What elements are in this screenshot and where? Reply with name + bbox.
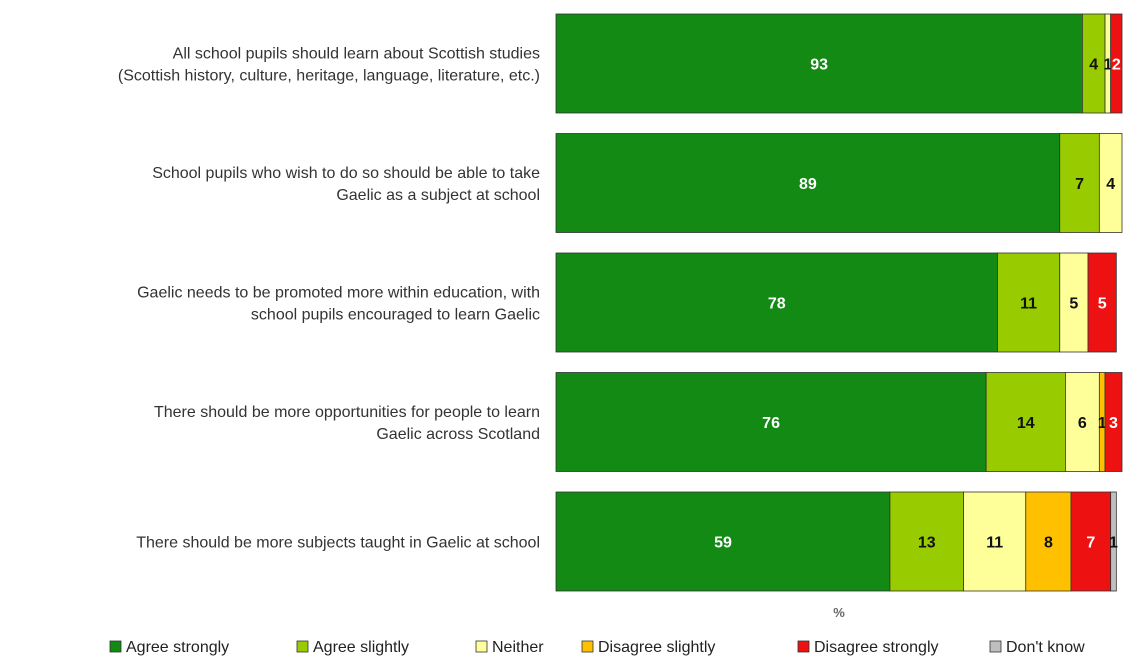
bar-segment: [555, 372, 987, 472]
legend-swatch: [296, 640, 309, 653]
bar-segment: [1059, 133, 1100, 233]
data-label: 7: [1086, 535, 1095, 552]
data-label: 76: [762, 415, 780, 432]
category-label: school pupils encouraged to learn Gaelic: [251, 307, 540, 324]
bar-segment: [1098, 133, 1123, 233]
data-label: 11: [986, 535, 1003, 552]
category-label: School pupils who wish to do so should b…: [152, 165, 540, 182]
bar-row-2: 89 7 4: [555, 133, 1123, 233]
legend-label: Agree strongly: [126, 639, 229, 656]
bar-segment: [555, 252, 998, 353]
data-label: 13: [918, 535, 936, 552]
data-label: 89: [799, 176, 817, 193]
legend-swatch: [475, 640, 488, 653]
category-label: All school pupils should learn about Sco…: [173, 46, 540, 63]
bar-segment: [555, 13, 1083, 114]
bar-row-1: 93 4 1 2: [555, 13, 1123, 114]
data-label: 59: [714, 535, 732, 552]
bar-segment: [555, 491, 891, 592]
data-label: 1: [1109, 535, 1118, 552]
legend-swatch: [797, 640, 810, 653]
category-labels: All school pupils should learn about Sco…: [118, 46, 540, 552]
data-label: 3: [1109, 415, 1118, 432]
data-label: 4: [1106, 176, 1115, 193]
data-label: 1: [1103, 57, 1112, 74]
data-label: 5: [1098, 296, 1107, 313]
data-label: 14: [1017, 415, 1035, 432]
data-label: 7: [1075, 176, 1084, 193]
data-label: 2: [1112, 57, 1121, 74]
category-label: Gaelic needs to be promoted more within …: [137, 285, 540, 302]
category-label: (Scottish history, culture, heritage, la…: [118, 68, 540, 85]
category-label: There should be more subjects taught in …: [136, 535, 540, 552]
bar-segment: [1110, 491, 1117, 592]
bar-row-3: 78 11 5 5: [555, 252, 1117, 353]
legend-swatch: [989, 640, 1002, 653]
category-label: Gaelic as a subject at school: [336, 187, 540, 204]
bar-segment: [1065, 372, 1100, 472]
data-label: 8: [1044, 535, 1053, 552]
bar-segment: [1070, 491, 1112, 592]
legend-label: Neither: [492, 639, 544, 656]
data-label: 1: [1098, 415, 1107, 432]
legend-label: Disagree strongly: [814, 639, 939, 656]
legend-item: Don't know: [989, 639, 1085, 656]
x-axis-unit-label: %: [833, 605, 845, 620]
data-label: 4: [1089, 57, 1098, 74]
bar-segment: [889, 491, 964, 592]
legend-label: Disagree slightly: [598, 639, 715, 656]
data-label: 6: [1078, 415, 1087, 432]
legend: Agree strongly Agree slightly Neither Disag…: [109, 639, 1085, 656]
legend-item: Agree strongly: [109, 639, 229, 656]
data-label: 11: [1020, 296, 1037, 313]
legend-swatch: [109, 640, 122, 653]
bar-segment: [1104, 372, 1123, 472]
category-label: There should be more opportunities for p…: [154, 404, 540, 421]
legend-item: Neither: [475, 639, 544, 656]
bar-area: 93 4 1 289 7 478 11 5 576 14 6 1 359 13 11 8 7 1: [555, 13, 1123, 592]
legend-item: Disagree slightly: [581, 639, 715, 656]
bar-row-5: 59 13 11 8 7 1: [555, 491, 1118, 592]
legend-label: Don't know: [1006, 639, 1085, 656]
bar-segment: [1087, 252, 1117, 353]
bar-segment: [985, 372, 1066, 472]
bar-segment: [1110, 13, 1123, 114]
legend-label: Agree slightly: [313, 639, 409, 656]
data-label: 78: [768, 296, 786, 313]
legend-item: Agree slightly: [296, 639, 409, 656]
legend-item: Disagree strongly: [797, 639, 939, 656]
data-label: 93: [810, 57, 828, 74]
bar-segment: [555, 133, 1061, 233]
category-label: Gaelic across Scotland: [376, 426, 540, 443]
bar-row-4: 76 14 6 1 3: [555, 372, 1123, 472]
legend-swatch: [581, 640, 594, 653]
data-label: 5: [1069, 296, 1078, 313]
